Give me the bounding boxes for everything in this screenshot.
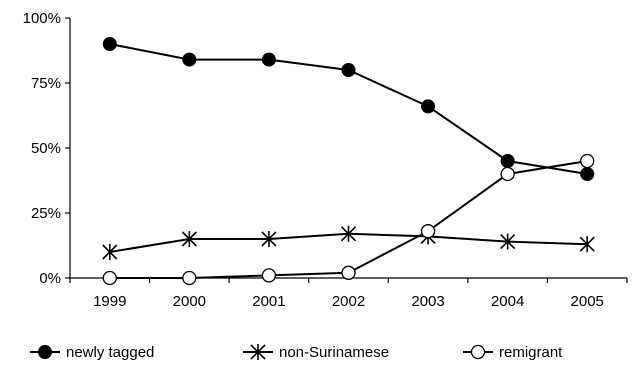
- legend-item-remigrant: remigrant: [463, 344, 563, 361]
- legend-item-non-surinamese: non-Surinamese: [243, 344, 389, 361]
- data-point-newly-tagged: [421, 99, 436, 114]
- legend-item-newly-tagged: newly tagged: [30, 344, 154, 361]
- data-point-non-surinamese: [340, 225, 357, 242]
- x-tick-label: 2001: [252, 293, 285, 310]
- legend-label: remigrant: [499, 344, 563, 361]
- legend-marker: [250, 344, 266, 360]
- data-point-remigrant: [261, 268, 277, 283]
- data-point-newly-tagged: [500, 154, 515, 168]
- y-tick-label: 50%: [31, 140, 61, 157]
- data-point-remigrant: [102, 270, 117, 286]
- data-point-non-surinamese: [500, 233, 516, 250]
- data-point-newly-tagged: [261, 52, 276, 67]
- x-tick-label: 2004: [491, 293, 524, 310]
- data-point-newly-tagged: [341, 63, 356, 77]
- legend-label: non-Surinamese: [279, 344, 389, 361]
- data-point-non-surinamese: [579, 236, 595, 253]
- y-tick-label: 0%: [39, 270, 61, 287]
- data-point-newly-tagged: [182, 52, 197, 67]
- x-ticks: 1999 2000 2001 2002 2003 2004 2005: [69, 278, 628, 310]
- x-tick-label: 2002: [332, 293, 365, 310]
- data-point-remigrant: [420, 224, 436, 239]
- data-point-remigrant: [580, 153, 595, 169]
- data-point-non-surinamese: [261, 231, 277, 247]
- series-remigrant: [102, 153, 595, 286]
- data-point-remigrant: [500, 166, 515, 182]
- data-point-newly-tagged: [580, 167, 595, 181]
- y-tick-label: 75%: [31, 75, 61, 92]
- data-point-non-surinamese: [102, 244, 118, 260]
- x-tick-label: 2005: [571, 293, 604, 310]
- series-line-remigrant: [109, 160, 588, 279]
- x-tick-label: 2003: [411, 293, 444, 310]
- y-ticks: 0% 25% 50% 75% 100%: [23, 10, 70, 287]
- series-non-surinamese: [102, 225, 595, 260]
- data-point-remigrant: [182, 270, 197, 286]
- legend-marker: [470, 344, 486, 360]
- y-tick-label: 100%: [23, 10, 61, 27]
- data-point-remigrant: [341, 265, 356, 280]
- series-newly-tagged: [102, 37, 595, 181]
- data-point-non-surinamese: [181, 231, 197, 247]
- legend-label: newly tagged: [66, 344, 154, 361]
- series-layer: [102, 37, 595, 286]
- x-tick-label: 1999: [93, 293, 126, 310]
- x-tick-label: 2000: [173, 293, 206, 310]
- data-point-newly-tagged: [102, 37, 117, 51]
- legend: newly tagged non-Surinamese remigrant: [30, 344, 563, 361]
- legend-marker: [38, 345, 52, 359]
- y-tick-label: 25%: [31, 205, 61, 222]
